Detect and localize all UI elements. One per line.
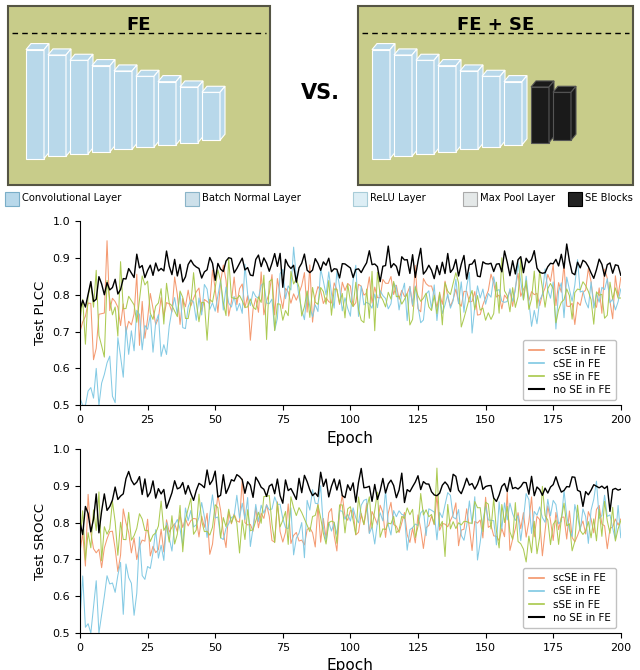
Polygon shape	[202, 86, 225, 92]
Polygon shape	[26, 44, 49, 50]
Polygon shape	[92, 66, 110, 151]
Text: Max Pool Layer: Max Pool Layer	[480, 194, 555, 203]
Polygon shape	[70, 60, 88, 154]
Text: Batch Normal Layer: Batch Normal Layer	[202, 194, 301, 203]
Text: Convolutional Layer: Convolutional Layer	[22, 194, 122, 203]
Polygon shape	[132, 65, 137, 149]
Bar	[463, 192, 477, 206]
Polygon shape	[504, 76, 527, 82]
Polygon shape	[158, 76, 181, 82]
Polygon shape	[553, 86, 576, 92]
Polygon shape	[44, 44, 49, 159]
Legend: scSE in FE, cSE in FE, sSE in FE, no SE in FE: scSE in FE, cSE in FE, sSE in FE, no SE …	[524, 340, 616, 400]
Polygon shape	[394, 55, 412, 156]
Text: FE + SE: FE + SE	[457, 15, 534, 34]
Polygon shape	[372, 44, 395, 50]
Polygon shape	[531, 87, 549, 143]
Polygon shape	[48, 49, 71, 55]
Polygon shape	[110, 60, 115, 151]
Y-axis label: Test SROCC: Test SROCC	[34, 502, 47, 580]
Polygon shape	[434, 54, 439, 154]
Polygon shape	[154, 70, 159, 147]
Polygon shape	[482, 70, 505, 76]
Polygon shape	[456, 60, 461, 151]
X-axis label: Epoch: Epoch	[327, 659, 374, 670]
Polygon shape	[114, 71, 132, 149]
Polygon shape	[48, 55, 66, 156]
Text: FE: FE	[127, 15, 151, 34]
Polygon shape	[66, 49, 71, 156]
Polygon shape	[412, 49, 417, 156]
Polygon shape	[372, 50, 390, 159]
Polygon shape	[549, 81, 554, 143]
Polygon shape	[482, 76, 500, 147]
Text: SE Blocks: SE Blocks	[585, 194, 633, 203]
Polygon shape	[176, 76, 181, 145]
Polygon shape	[136, 70, 159, 76]
Polygon shape	[553, 92, 571, 140]
Text: VS.: VS.	[301, 83, 339, 103]
Polygon shape	[202, 92, 220, 140]
Polygon shape	[390, 44, 395, 159]
Polygon shape	[26, 50, 44, 159]
Legend: scSE in FE, cSE in FE, sSE in FE, no SE in FE: scSE in FE, cSE in FE, sSE in FE, no SE …	[524, 568, 616, 628]
Bar	[358, 6, 633, 185]
Polygon shape	[92, 60, 115, 66]
Polygon shape	[158, 82, 176, 145]
Polygon shape	[460, 71, 478, 149]
Text: ReLU Layer: ReLU Layer	[370, 194, 426, 203]
Polygon shape	[460, 65, 483, 71]
Polygon shape	[504, 82, 522, 145]
Bar	[353, 192, 367, 206]
Polygon shape	[500, 70, 505, 147]
Polygon shape	[416, 60, 434, 154]
Polygon shape	[198, 81, 203, 143]
Polygon shape	[522, 76, 527, 145]
X-axis label: Epoch: Epoch	[327, 431, 374, 446]
Bar	[185, 192, 199, 206]
Polygon shape	[180, 87, 198, 143]
Polygon shape	[180, 81, 203, 87]
Polygon shape	[114, 65, 137, 71]
Polygon shape	[220, 86, 225, 140]
Polygon shape	[438, 60, 461, 66]
Y-axis label: Test PLCC: Test PLCC	[34, 281, 47, 345]
Polygon shape	[136, 76, 154, 147]
Polygon shape	[416, 54, 439, 60]
Bar	[568, 192, 582, 206]
Bar	[5, 192, 19, 206]
Polygon shape	[88, 54, 93, 154]
Polygon shape	[438, 66, 456, 151]
Polygon shape	[70, 54, 93, 60]
Bar	[8, 6, 270, 185]
Polygon shape	[571, 86, 576, 140]
Polygon shape	[531, 81, 554, 87]
Polygon shape	[394, 49, 417, 55]
Polygon shape	[478, 65, 483, 149]
